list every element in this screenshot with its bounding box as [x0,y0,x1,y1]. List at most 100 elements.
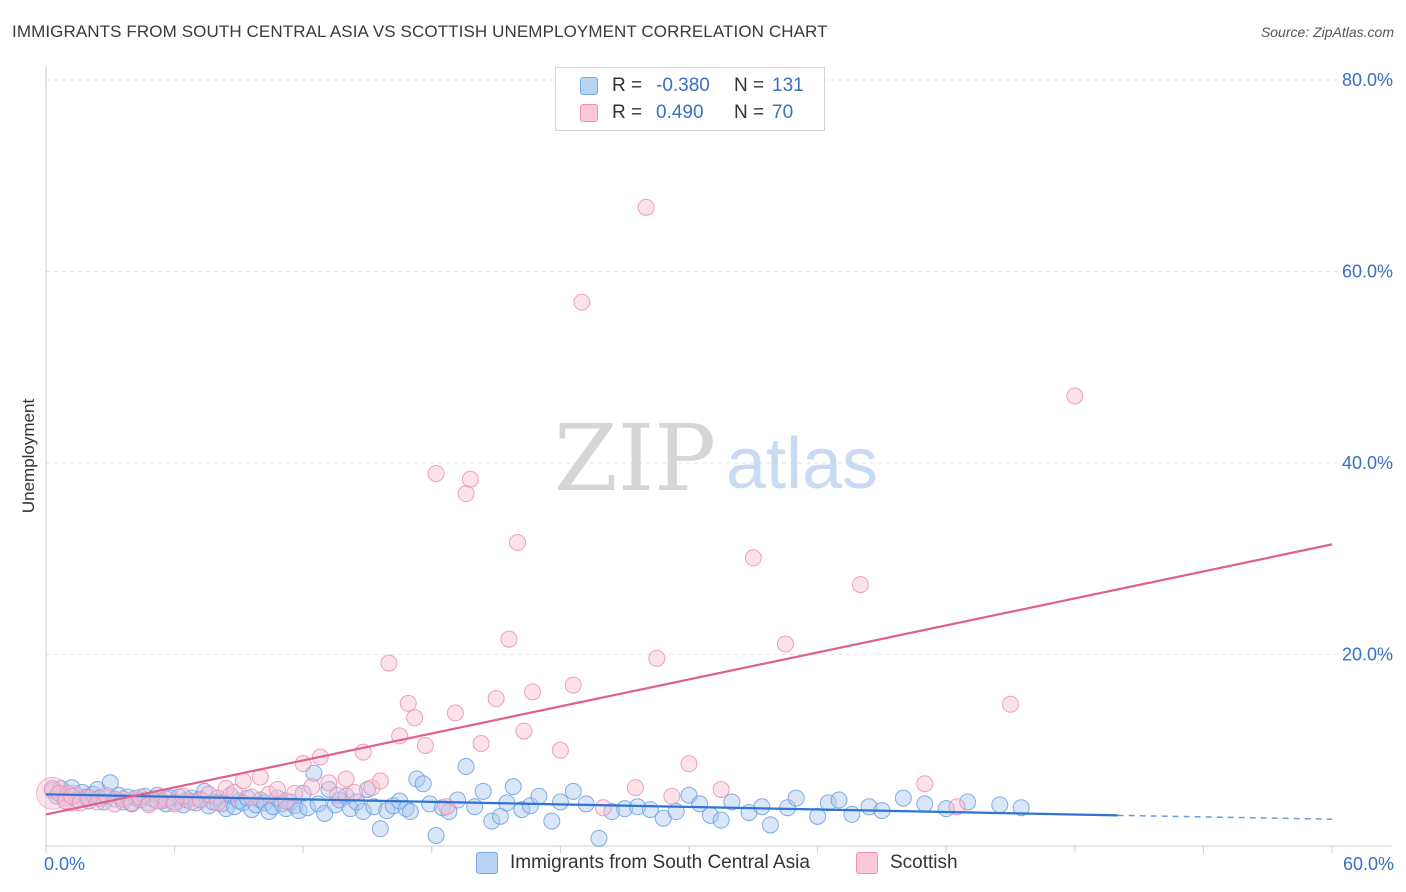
data-point [461,470,479,488]
tick-labels: 20.0% 40.0% 60.0% 80.0% 0.0% 60.0% [44,70,1394,874]
data-point [590,829,608,847]
r-value: -0.380 [656,75,710,96]
data-point [543,812,561,830]
data-point [515,722,533,740]
x-tick-label: 0.0% [44,854,85,874]
data-point [217,800,235,818]
data-point [753,798,771,816]
data-point [446,704,464,722]
legend-item-scottish[interactable]: Scottish [856,852,958,874]
data-point [809,807,827,825]
data-point [483,812,501,830]
data-point [457,485,475,503]
correlation-legend: R = -0.380 N = 131 R = 0.490 N = 70 [555,67,825,131]
data-point [744,549,762,567]
data-point [371,820,389,838]
blue-swatch-icon [476,852,498,874]
data-point [157,790,175,808]
y-tick-label: 20.0% [1342,645,1393,665]
data-point [346,783,364,801]
data-point [487,690,505,708]
y-tick-label: 40.0% [1342,453,1393,473]
data-point [354,803,372,821]
n-value: 131 [772,75,804,96]
data-point [637,198,655,216]
data-point [564,782,582,800]
data-point [427,465,445,483]
data-point [226,783,244,801]
data-point [217,780,235,798]
data-point [472,735,490,753]
data-point [513,801,531,819]
data-point [530,787,548,805]
data-point [63,787,81,805]
n-value: 70 [772,102,794,123]
data-point [603,803,621,821]
data-point [776,635,794,653]
data-point [551,741,569,759]
data-point [948,798,966,816]
legend-row-immigrants: R = -0.380 N = 131 [580,74,804,98]
legend-label-immigrants: Immigrants from South Central Asia [510,852,810,873]
data-point [305,764,323,782]
data-point [830,791,848,809]
pink-swatch-icon [856,852,878,874]
data-point [916,795,934,813]
data-point [504,778,522,796]
data-point [626,779,644,797]
data-point [959,793,977,811]
data-point [371,772,389,790]
data-point [363,779,381,797]
data-point [680,755,698,773]
grid-lines [46,79,1392,655]
data-point [337,770,355,788]
data-point [712,811,730,829]
data-point [1012,799,1030,817]
data-point [449,791,467,809]
data-point [365,798,383,816]
r-label: R = [612,75,643,96]
data-point [416,736,434,754]
data-point [294,755,312,773]
data-point [427,826,445,844]
y-tick-label: 60.0% [1342,262,1393,282]
trend-lines [45,543,1333,820]
n-label: N = [734,102,765,123]
data-point [663,787,681,805]
data-point [421,795,439,813]
data-point [414,775,432,793]
legend-label-scottish: Scottish [890,852,958,873]
y-tick-label: 80.0% [1342,70,1393,90]
data-point [303,778,321,796]
trend-line-immigrants-extension [1117,814,1333,820]
data-point [851,576,869,594]
data-point [457,758,475,776]
data-point [1002,695,1019,713]
series-legend: Immigrants from South Central Asia Scott… [0,852,1406,878]
x-tick-label: 60.0% [1343,854,1394,874]
source-credit: Source: ZipAtlas.com [1260,24,1394,40]
legend-row-scottish: R = 0.490 N = 70 [580,101,793,125]
data-point [401,803,419,821]
y-axis-label: Unemployment [19,399,38,514]
data-point [991,796,1009,814]
data-point [819,794,837,812]
data-point [573,293,591,311]
data-point [359,781,376,799]
data-point [509,533,527,551]
data-point [500,630,518,648]
chart-title: IMMIGRANTS FROM SOUTH CENTRAL ASIA VS SC… [12,22,828,41]
watermark-atlas: atlas [726,424,878,504]
data-point [521,797,539,815]
legend-item-immigrants[interactable]: Immigrants from South Central Asia [476,852,810,874]
data-point [320,774,338,792]
data-point [406,709,424,727]
data-point [380,654,398,672]
blue-swatch-icon [580,77,598,95]
data-point [268,781,286,799]
data-point [48,787,66,805]
data-point [208,794,226,812]
r-label: R = [612,102,643,123]
watermark-zip: ZIP [554,405,716,512]
